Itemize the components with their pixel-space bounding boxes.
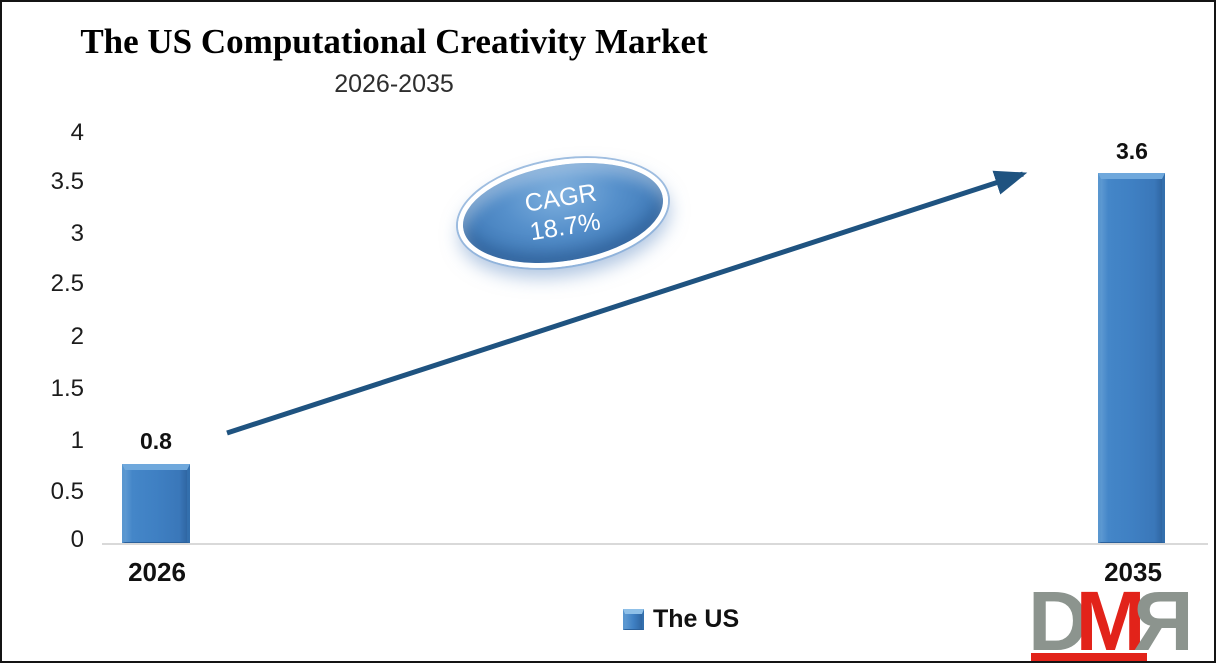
y-axis-tick-3-5: 3.5 bbox=[50, 168, 84, 195]
trend-arrow-line bbox=[226, 170, 1028, 436]
y-axis-tick-1: 1 bbox=[70, 427, 84, 454]
data-label-2026: 0.8 bbox=[140, 428, 172, 454]
y-axis-tick-0: 0 bbox=[70, 526, 84, 553]
title-block: The US Computational Creativity Market 2… bbox=[2, 22, 786, 99]
logo-underline bbox=[1031, 653, 1147, 661]
x-axis-label-2026: 2026 bbox=[128, 557, 186, 587]
x-axis-label-2035: 2035 bbox=[1104, 557, 1162, 587]
y-axis-tick-2-5: 2.5 bbox=[50, 270, 84, 297]
logo-letter-r: R bbox=[1132, 574, 1194, 663]
bar-2026 bbox=[122, 464, 190, 543]
y-axis-tick-2: 2 bbox=[70, 323, 84, 350]
y-axis-tick-4: 4 bbox=[70, 119, 84, 146]
data-label-2035: 3.6 bbox=[1116, 138, 1148, 164]
dmr-logo: DMR bbox=[1028, 574, 1214, 663]
chart-subtitle: 2026-2035 bbox=[334, 70, 454, 98]
chart-title: The US Computational Creativity Market bbox=[80, 22, 708, 61]
legend: The US bbox=[623, 605, 739, 634]
y-axis-tick-1-5: 1.5 bbox=[50, 375, 84, 402]
legend-label: The US bbox=[653, 605, 740, 633]
legend-marker-icon bbox=[623, 609, 644, 630]
bar-2035 bbox=[1098, 173, 1165, 543]
trend-arrow bbox=[226, 170, 1028, 436]
logo-letter-d: D bbox=[1028, 574, 1089, 663]
x-axis-line bbox=[102, 543, 1208, 545]
logo-letter-m: M bbox=[1075, 574, 1146, 663]
y-axis-tick-0-5: 0.5 bbox=[50, 478, 84, 505]
y-axis-tick-3: 3 bbox=[70, 220, 84, 247]
